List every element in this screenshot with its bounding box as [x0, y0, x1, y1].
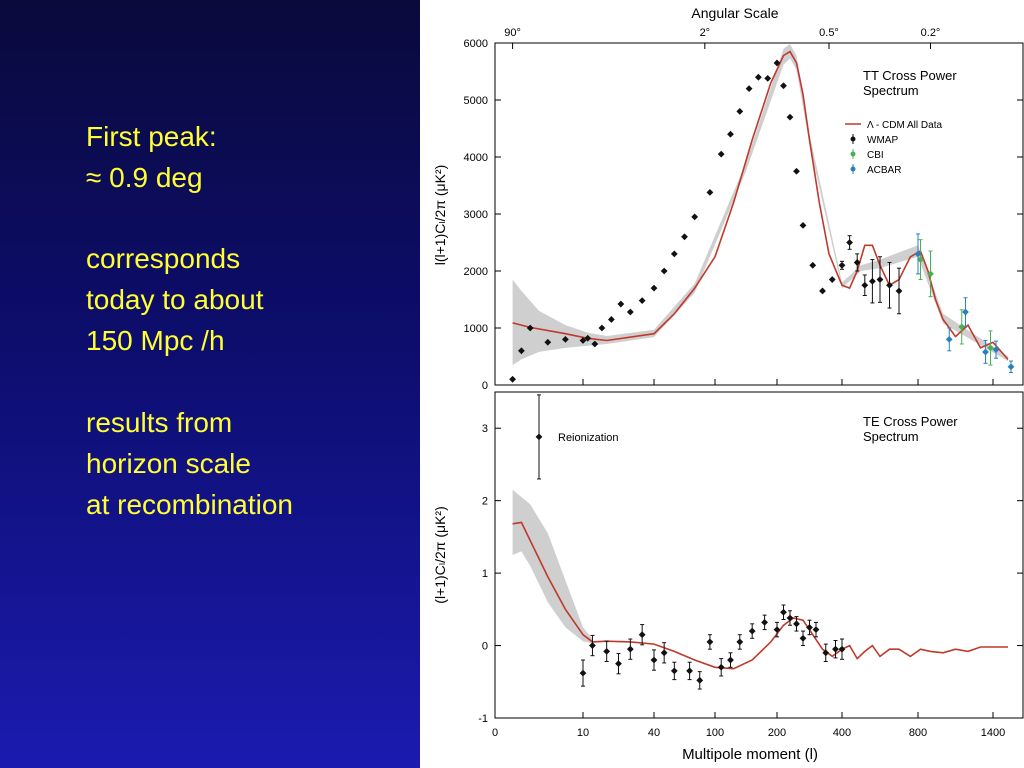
te-data-point [799, 634, 807, 642]
tt-y-tick-label: 0 [482, 380, 488, 392]
wmap-data-point [755, 73, 762, 81]
tt-title-line-1: TT Cross Power [863, 68, 957, 83]
wmap-data-point [591, 340, 599, 348]
angular-scale-tick-label: 0.5° [819, 27, 839, 39]
tt-y-axis-label: l(l+1)Cₗ/2π (μK²) [432, 165, 448, 266]
tt-y-tick-label: 5000 [464, 95, 488, 107]
te-data-point [812, 626, 820, 634]
te-y-tick-label: 1 [482, 568, 488, 580]
tt-y-tick-label: 3000 [464, 209, 488, 221]
x-tick-label: 0 [492, 727, 498, 739]
x-axis-label: Multipole moment (l) [682, 746, 818, 763]
te-y-tick-label: 0 [482, 641, 488, 653]
angular-scale-label: Angular Scale [691, 5, 778, 21]
wmap-data-point [691, 213, 699, 221]
wmap-data-point [617, 300, 625, 308]
x-tick-label: 10 [577, 727, 589, 739]
today-line: today to about [86, 284, 264, 315]
reionization-annotation: Reionization [558, 432, 619, 444]
te-data-point [650, 656, 658, 664]
te-data-point [786, 614, 794, 622]
wmap-data-point [626, 308, 634, 316]
te-plot-frame [494, 391, 1024, 719]
cmb-power-spectrum-figure: Angular Scale TT Cross Power Spectrum Λ … [420, 0, 1024, 768]
te-y-tick-label: -1 [478, 713, 488, 725]
wmap-data-point [706, 188, 714, 196]
first-peak-value-line: ≈ 0.9 deg [86, 162, 203, 193]
te-model-curve [512, 521, 1008, 670]
te-data-point [838, 645, 846, 653]
mpc-line: 150 Mpc /h [86, 325, 225, 356]
te-data-point [793, 620, 800, 628]
te-y-axis-label: (l+1)Cₗ/2π (μK²) [432, 506, 448, 603]
corresponds-line: corresponds [86, 243, 241, 274]
te-data-point [806, 624, 813, 631]
first-peak-line: First peak: [86, 121, 217, 152]
te-data-point [727, 656, 734, 664]
wmap-data-point [562, 336, 569, 343]
te-data-point [579, 669, 587, 677]
wmap-data-point [846, 239, 853, 246]
slide-text-panel: First peak: ≈ 0.9 deg corresponds today … [0, 0, 420, 768]
wmap-data-point [764, 74, 772, 82]
results-line: results from [86, 407, 233, 438]
tt-legend: Λ - CDM All Data WMAP CBI ACBAR [845, 120, 942, 176]
x-tick-label: 40 [648, 727, 660, 739]
x-tick-label: 1400 [981, 727, 1005, 739]
te-data-point [832, 645, 839, 653]
tt-title-line-2: Spectrum [863, 83, 919, 98]
legend-model-label: Λ - CDM All Data [867, 120, 942, 131]
x-tick-label: 800 [909, 727, 927, 739]
tt-y-tick-label: 2000 [464, 266, 488, 278]
te-data-point [615, 660, 622, 668]
te-y-tick-label: 2 [482, 496, 488, 508]
wmap-data-point [717, 150, 725, 158]
x-tick-label: 100 [706, 727, 724, 739]
te-title-line-2: Spectrum [863, 429, 919, 444]
x-tick-label: 400 [833, 727, 851, 739]
horizon-line: horizon scale [86, 448, 251, 479]
legend-cbi-label: CBI [867, 150, 884, 161]
tt-y-tick-label: 6000 [464, 38, 488, 50]
te-data-point [696, 676, 704, 684]
te-data-point [773, 626, 781, 634]
angular-scale-tick-label: 90° [504, 27, 521, 39]
legend-acbar-label: ACBAR [867, 165, 901, 176]
wmap-data-point [745, 85, 753, 92]
legend-wmap-label: WMAP [867, 135, 898, 146]
te-data-point [736, 638, 744, 646]
wmap-data-point [660, 267, 668, 275]
te-model-uncertainty-band [512, 489, 593, 644]
tt-model-curve [512, 50, 1009, 360]
te-data-point [780, 608, 787, 616]
te-data-point [589, 642, 596, 649]
angular-scale-tick-label: 0.2° [921, 27, 941, 39]
te-y-tick-label: 3 [482, 423, 488, 435]
te-title-line-1: TE Cross Power [863, 414, 958, 429]
tt-y-tick-label: 1000 [464, 323, 488, 335]
wmap-data-point [584, 334, 592, 342]
angular-scale-tick-label: 2° [700, 27, 711, 39]
te-data-point [822, 649, 830, 657]
wmap-data-point [518, 347, 525, 355]
te-data-point [686, 667, 693, 675]
tt-y-tick-label: 4000 [464, 152, 488, 164]
x-tick-label: 200 [768, 727, 786, 739]
recombination-line: at recombination [86, 489, 294, 520]
